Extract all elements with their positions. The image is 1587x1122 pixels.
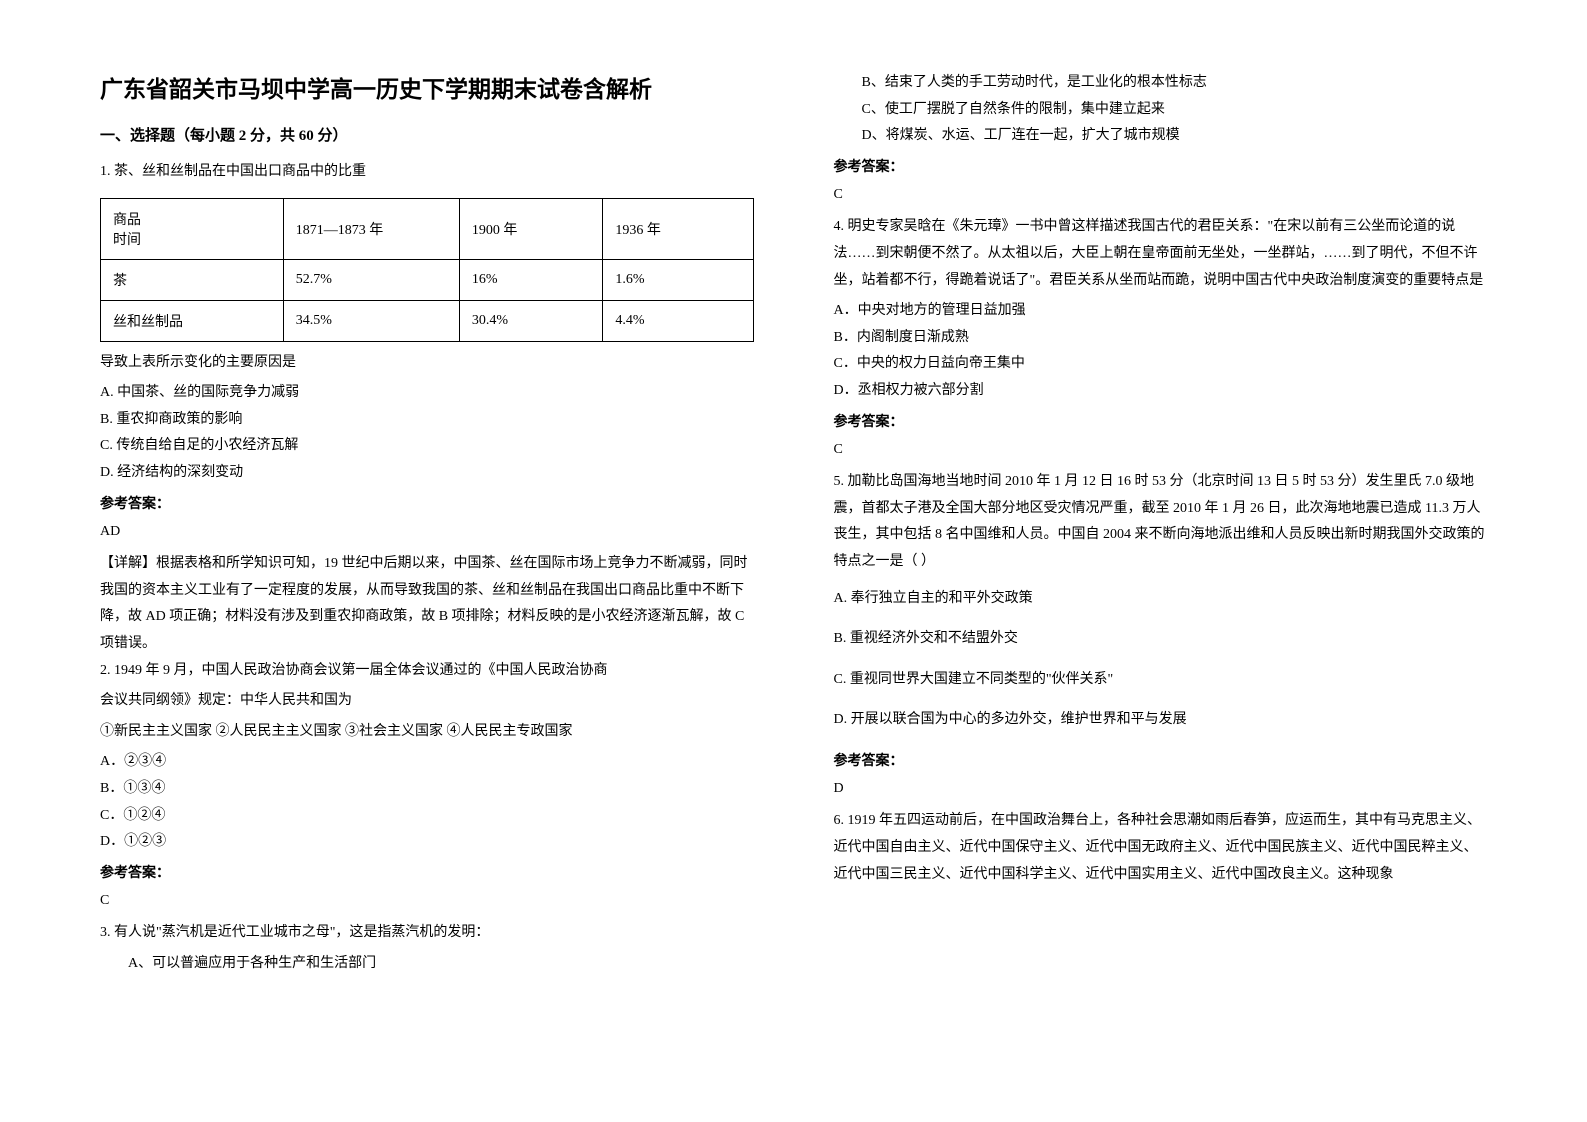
q4-opt-d: D．丞相权力被六部分割 [834, 378, 1488, 405]
q3-opt-b: B、结束了人类的手工劳动时代，是工业化的根本性标志 [834, 70, 1488, 97]
q4-answer-label: 参考答案： [834, 411, 1488, 431]
q5-opt-b: B. 重视经济外交和不结盟外交 [834, 626, 1488, 653]
table-cell: 30.4% [459, 300, 603, 341]
table-cell: 16% [459, 259, 603, 300]
table-cell: 1871—1873 年 [283, 198, 459, 259]
q2-answer: C [100, 888, 754, 915]
table-cell: 1936 年 [603, 198, 753, 259]
q5-stem: 5. 加勒比岛国海地当地时间 2010 年 1 月 12 日 16 时 53 分… [834, 469, 1488, 575]
right-column: B、结束了人类的手工劳动时代，是工业化的根本性标志 C、使工厂摆脱了自然条件的限… [834, 70, 1488, 1052]
table-cell: 茶 [101, 259, 284, 300]
table-cell: 1900 年 [459, 198, 603, 259]
q3-answer: C [834, 182, 1488, 209]
q5-opt-c: C. 重视同世界大国建立不同类型的"伙伴关系" [834, 667, 1488, 694]
q4-opt-a: A．中央对地方的管理日益加强 [834, 298, 1488, 325]
q2-stem1: 2. 1949 年 9 月，中国人民政治协商会议第一届全体会议通过的《中国人民政… [100, 658, 754, 685]
q2-opt-d: D．①②③ [100, 829, 754, 856]
q1-answer: AD [100, 519, 754, 546]
table-cell: 52.7% [283, 259, 459, 300]
table-row: 丝和丝制品 34.5% 30.4% 4.4% [101, 300, 754, 341]
q2-opt-c: C．①②④ [100, 803, 754, 830]
q2-answer-label: 参考答案： [100, 862, 754, 882]
q5-opt-a: A. 奉行独立自主的和平外交政策 [834, 586, 1488, 613]
table-row: 茶 52.7% 16% 1.6% [101, 259, 754, 300]
q1-opt-b: B. 重农抑商政策的影响 [100, 407, 754, 434]
table-cell: 34.5% [283, 300, 459, 341]
table-cell: 4.4% [603, 300, 753, 341]
q2-opt-b: B．①③④ [100, 776, 754, 803]
q3-stem: 3. 有人说"蒸汽机是近代工业城市之母"，这是指蒸汽机的发明： [100, 920, 754, 947]
table-cell: 1.6% [603, 259, 753, 300]
q2-stem2: 会议共同纲领》规定：中华人民共和国为 [100, 688, 754, 715]
q1-stem: 1. 茶、丝和丝制品在中国出口商品中的比重 [100, 159, 754, 186]
q1-opt-d: D. 经济结构的深刻变动 [100, 460, 754, 487]
table-cell: 商品 时间 [101, 198, 284, 259]
table-row: 商品 时间 1871—1873 年 1900 年 1936 年 [101, 198, 754, 259]
q5-opt-d: D. 开展以联合国为中心的多边外交，维护世界和平与发展 [834, 707, 1488, 734]
table-cell: 丝和丝制品 [101, 300, 284, 341]
q4-opt-c: C．中央的权力日益向帝王集中 [834, 351, 1488, 378]
q4-opt-b: B．内阁制度日渐成熟 [834, 325, 1488, 352]
q5-answer-label: 参考答案： [834, 750, 1488, 770]
q1-answer-label: 参考答案： [100, 493, 754, 513]
q1-sub: 导致上表所示变化的主要原因是 [100, 350, 754, 377]
q4-stem: 4. 明史专家吴晗在《朱元璋》一书中曾这样描述我国古代的君臣关系："在宋以前有三… [834, 214, 1488, 294]
document-title: 广东省韶关市马坝中学高一历史下学期期末试卷含解析 [100, 70, 754, 104]
q1-explanation: 【详解】根据表格和所学知识可知，19 世纪中后期以来，中国茶、丝在国际市场上竞争… [100, 551, 754, 657]
q3-opt-d: D、将煤炭、水运、工厂连在一起，扩大了城市规模 [834, 123, 1488, 150]
q6-stem: 6. 1919 年五四运动前后，在中国政治舞台上，各种社会思潮如雨后春笋，应运而… [834, 808, 1488, 888]
q4-answer: C [834, 437, 1488, 464]
section-header: 一、选择题（每小题 2 分，共 60 分） [100, 124, 754, 145]
q1-opt-a: A. 中国茶、丝的国际竞争力减弱 [100, 380, 754, 407]
q2-choices: ①新民主主义国家 ②人民民主主义国家 ③社会主义国家 ④人民民主专政国家 [100, 719, 754, 746]
q2-opt-a: A．②③④ [100, 749, 754, 776]
q1-table: 商品 时间 1871—1873 年 1900 年 1936 年 茶 52.7% … [100, 198, 754, 342]
q3-answer-label: 参考答案： [834, 156, 1488, 176]
q3-opt-c: C、使工厂摆脱了自然条件的限制，集中建立起来 [834, 97, 1488, 124]
left-column: 广东省韶关市马坝中学高一历史下学期期末试卷含解析 一、选择题（每小题 2 分，共… [100, 70, 754, 1052]
q5-answer: D [834, 776, 1488, 803]
q3-opt-a: A、可以普遍应用于各种生产和生活部门 [100, 951, 754, 978]
q1-opt-c: C. 传统自给自足的小农经济瓦解 [100, 433, 754, 460]
